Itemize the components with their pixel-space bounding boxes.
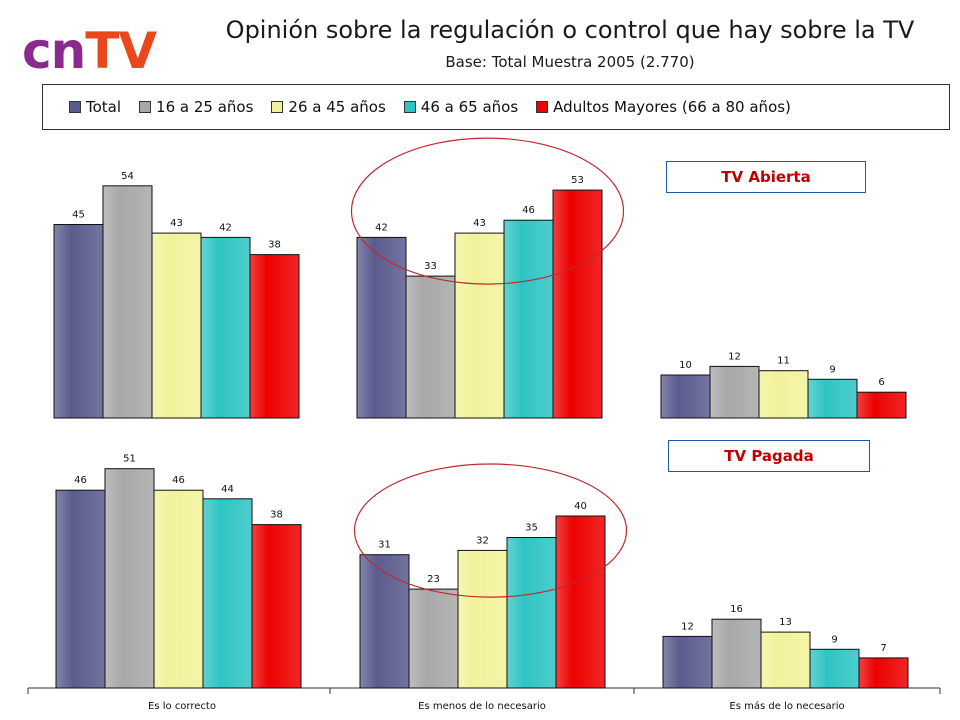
bar bbox=[760, 631, 811, 689]
bar bbox=[151, 232, 202, 419]
data-label: 12 bbox=[728, 351, 741, 362]
data-label: 32 bbox=[476, 535, 489, 546]
bar bbox=[249, 254, 300, 419]
bar bbox=[662, 635, 713, 689]
data-label: 46 bbox=[172, 475, 185, 486]
legend-label: Total bbox=[86, 98, 122, 116]
data-label: 7 bbox=[880, 643, 886, 654]
data-label: 11 bbox=[777, 356, 790, 367]
data-label: 38 bbox=[268, 240, 281, 251]
data-label: 45 bbox=[72, 210, 85, 221]
data-label: 42 bbox=[219, 222, 232, 233]
cntv-logo: cnTV bbox=[22, 26, 157, 76]
bar bbox=[202, 498, 253, 689]
bar bbox=[503, 219, 554, 419]
data-label: 10 bbox=[679, 360, 692, 371]
bar bbox=[807, 378, 858, 419]
bar bbox=[102, 185, 153, 419]
bar bbox=[506, 537, 557, 689]
bar bbox=[858, 657, 909, 689]
data-label: 44 bbox=[221, 484, 234, 495]
legend-swatch bbox=[139, 101, 152, 113]
bar bbox=[856, 391, 907, 419]
bar bbox=[758, 370, 809, 419]
legend-swatch bbox=[403, 101, 416, 113]
bar bbox=[711, 618, 762, 689]
legend-item: 26 a 45 años bbox=[271, 98, 386, 116]
data-label: 16 bbox=[730, 604, 743, 615]
legend-label: 26 a 45 años bbox=[288, 98, 386, 116]
data-label: 6 bbox=[878, 377, 884, 388]
category-tick-label: Es lo correcto bbox=[148, 701, 216, 712]
data-label: 33 bbox=[424, 261, 437, 272]
data-label: 43 bbox=[170, 218, 183, 229]
category-tick-label: Es menos de lo necesario bbox=[418, 701, 546, 712]
legend-swatch bbox=[69, 101, 81, 113]
bar bbox=[359, 554, 410, 689]
panel-label-tv-abierta: TV Abierta bbox=[666, 161, 866, 193]
bar bbox=[552, 189, 603, 419]
category-tick-label: Es más de lo necesario bbox=[729, 700, 844, 712]
data-label: 43 bbox=[473, 218, 486, 229]
bar bbox=[356, 236, 407, 419]
logo-part-tv: TV bbox=[85, 22, 157, 80]
bar bbox=[454, 232, 505, 419]
legend-swatch bbox=[271, 101, 284, 113]
data-label: 31 bbox=[378, 540, 391, 551]
data-label: 46 bbox=[522, 205, 535, 216]
legend-label: 46 a 65 años bbox=[420, 98, 519, 116]
bar bbox=[53, 224, 104, 419]
data-label: 42 bbox=[375, 222, 388, 233]
legend-label: Adultos Mayores (66 a 80 años) bbox=[553, 98, 791, 116]
data-label: 53 bbox=[571, 175, 584, 186]
bar bbox=[153, 489, 204, 689]
chart-title: Opinión sobre la regulación o control qu… bbox=[225, 16, 915, 44]
panel-label-tv-pagada: TV Pagada bbox=[668, 440, 870, 472]
legend-item: Total bbox=[69, 98, 121, 116]
legend-item: Adultos Mayores (66 a 80 años) bbox=[536, 98, 791, 116]
data-label: 51 bbox=[123, 454, 136, 465]
highlight-ellipse bbox=[350, 137, 625, 285]
data-label: 35 bbox=[525, 523, 538, 534]
legend-swatch bbox=[536, 101, 549, 113]
data-label: 12 bbox=[681, 621, 694, 632]
data-label: 9 bbox=[831, 634, 837, 645]
bar bbox=[555, 515, 606, 689]
highlight-ellipse bbox=[353, 463, 628, 598]
data-label: 46 bbox=[74, 475, 87, 486]
legend: Total 16 a 25 años 26 a 45 años 46 a 65 año… bbox=[42, 84, 950, 130]
chart-subtitle: Base: Total Muestra 2005 (2.770) bbox=[445, 53, 695, 71]
data-label: 40 bbox=[574, 501, 587, 512]
data-label: 13 bbox=[779, 617, 792, 628]
bar bbox=[55, 489, 106, 689]
legend-label: 16 a 25 años bbox=[156, 98, 254, 116]
data-label: 54 bbox=[121, 171, 134, 182]
bar bbox=[405, 275, 456, 419]
bar bbox=[709, 365, 760, 419]
data-label: 38 bbox=[270, 510, 283, 521]
legend-item: 16 a 25 años bbox=[139, 98, 253, 116]
bar bbox=[660, 374, 711, 419]
data-label: 9 bbox=[829, 364, 835, 375]
logo-part-cn: cn bbox=[22, 22, 86, 80]
bar bbox=[408, 588, 459, 689]
legend-item: 46 a 65 años bbox=[403, 98, 519, 116]
bar bbox=[457, 549, 508, 689]
bar bbox=[104, 468, 155, 689]
bar bbox=[251, 524, 302, 689]
bar bbox=[809, 648, 860, 689]
bar bbox=[200, 236, 251, 419]
data-label: 23 bbox=[427, 574, 440, 585]
